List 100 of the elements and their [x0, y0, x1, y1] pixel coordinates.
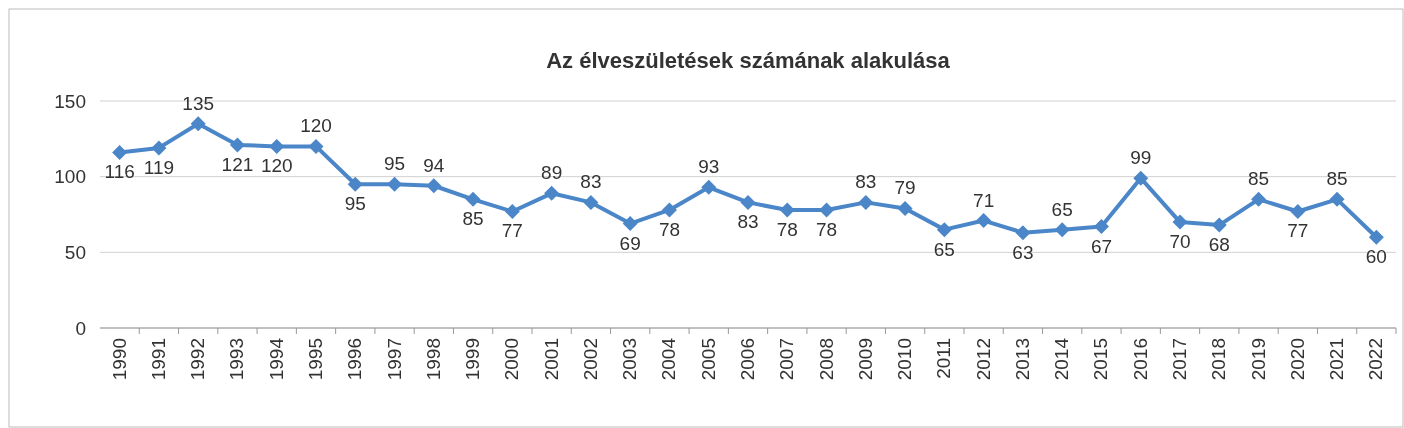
point [1093, 219, 1109, 235]
point [1329, 191, 1345, 207]
data-label: 121 [221, 153, 254, 175]
x-tick-label: 1990 [108, 338, 130, 381]
data-label: 95 [344, 193, 366, 215]
data-label: 89 [541, 162, 563, 184]
data-label: 78 [658, 218, 681, 240]
x-tick-label: 1992 [187, 338, 209, 381]
data-label: 69 [619, 232, 641, 254]
data-label: 94 [423, 154, 445, 176]
point [387, 176, 403, 192]
chart-title: Az élveszületések számának alakulása [546, 48, 951, 73]
point [544, 185, 560, 201]
x-tick-label: 2000 [501, 338, 523, 381]
x-tick-label: 2002 [579, 338, 601, 381]
data-label: 60 [1365, 246, 1387, 268]
data-label: 77 [1287, 220, 1309, 242]
data-label: 95 [383, 153, 406, 175]
point [779, 202, 795, 218]
x-tick-label: 1998 [422, 338, 444, 381]
data-label: 93 [698, 156, 720, 178]
point [740, 194, 756, 210]
y-tick-label: 100 [54, 166, 86, 188]
point [1015, 225, 1031, 241]
point [465, 191, 481, 207]
x-tick-label: 2006 [737, 338, 758, 381]
data-label: 68 [1208, 234, 1230, 256]
x-tick-label: 1994 [265, 337, 287, 381]
point [858, 194, 874, 210]
x-tick-label: 2005 [697, 338, 719, 381]
x-tick-label: 2018 [1208, 338, 1230, 381]
x-tick-label: 2013 [1011, 338, 1033, 381]
data-label: 79 [894, 177, 916, 199]
x-tick-label: 1991 [147, 338, 169, 381]
point [819, 202, 835, 218]
x-tick-label: 2012 [972, 338, 994, 381]
x-tick-label: 1996 [344, 338, 366, 381]
data-label: 135 [182, 92, 215, 114]
data-label: 85 [1247, 168, 1270, 190]
x-tick-label: 2020 [1286, 338, 1308, 381]
x-tick-label: 2014 [1051, 337, 1073, 381]
data-label: 65 [1051, 198, 1073, 220]
data-label: 65 [933, 238, 955, 260]
data-label: 78 [815, 218, 838, 240]
x-tick-label: 2004 [658, 337, 680, 381]
y-tick-label: 50 [64, 241, 86, 263]
data-label: 83 [737, 211, 759, 233]
x-tick-label: 2008 [815, 338, 837, 381]
point [583, 194, 599, 210]
point [661, 202, 677, 218]
x-tick-label: 2010 [894, 338, 916, 381]
x-tick-label: 2019 [1247, 338, 1269, 381]
point [1211, 217, 1227, 233]
point [1172, 214, 1188, 230]
point [347, 176, 363, 192]
point [504, 203, 520, 219]
x-tick-label: 2001 [540, 338, 562, 381]
y-tick-label: 0 [75, 317, 86, 339]
data-label: 78 [776, 218, 798, 240]
data-label: 99 [1130, 147, 1152, 169]
point [426, 178, 442, 194]
data-label: 120 [300, 115, 332, 137]
point [308, 138, 324, 154]
y-tick-label: 150 [54, 90, 86, 112]
x-tick-label: 2009 [854, 338, 876, 381]
point [1290, 203, 1306, 219]
data-label: 77 [501, 220, 523, 242]
x-tick-label: 2007 [776, 338, 798, 381]
point [622, 216, 638, 232]
point [976, 213, 992, 229]
point [701, 179, 717, 195]
point [229, 137, 245, 153]
point [1133, 170, 1149, 186]
point [936, 222, 952, 238]
point [1054, 222, 1070, 238]
data-label: 120 [260, 155, 293, 177]
x-tick-label: 2011 [933, 338, 955, 379]
x-tick-label: 2003 [619, 338, 641, 381]
x-tick-label: 2015 [1090, 338, 1112, 381]
data-label: 63 [1012, 241, 1034, 263]
point [112, 144, 128, 160]
data-label: 85 [462, 208, 484, 230]
point [151, 140, 167, 156]
data-label: 71 [973, 189, 995, 211]
data-label: 70 [1169, 231, 1191, 253]
point [1368, 229, 1384, 245]
data-label: 119 [143, 156, 175, 178]
point [190, 116, 206, 132]
x-tick-label: 1999 [462, 338, 484, 381]
x-tick-label: 1995 [305, 338, 326, 381]
x-tick-label: 2017 [1169, 338, 1190, 381]
x-tick-label: 2022 [1365, 338, 1387, 381]
x-tick-label: 1993 [226, 338, 248, 381]
x-tick-label: 2016 [1129, 338, 1151, 381]
data-label: 67 [1090, 235, 1113, 257]
data-label: 83 [580, 171, 602, 193]
x-tick-label: 2021 [1326, 338, 1348, 381]
data-label: 83 [855, 171, 877, 193]
data-label: 116 [104, 161, 135, 183]
point [897, 200, 913, 216]
